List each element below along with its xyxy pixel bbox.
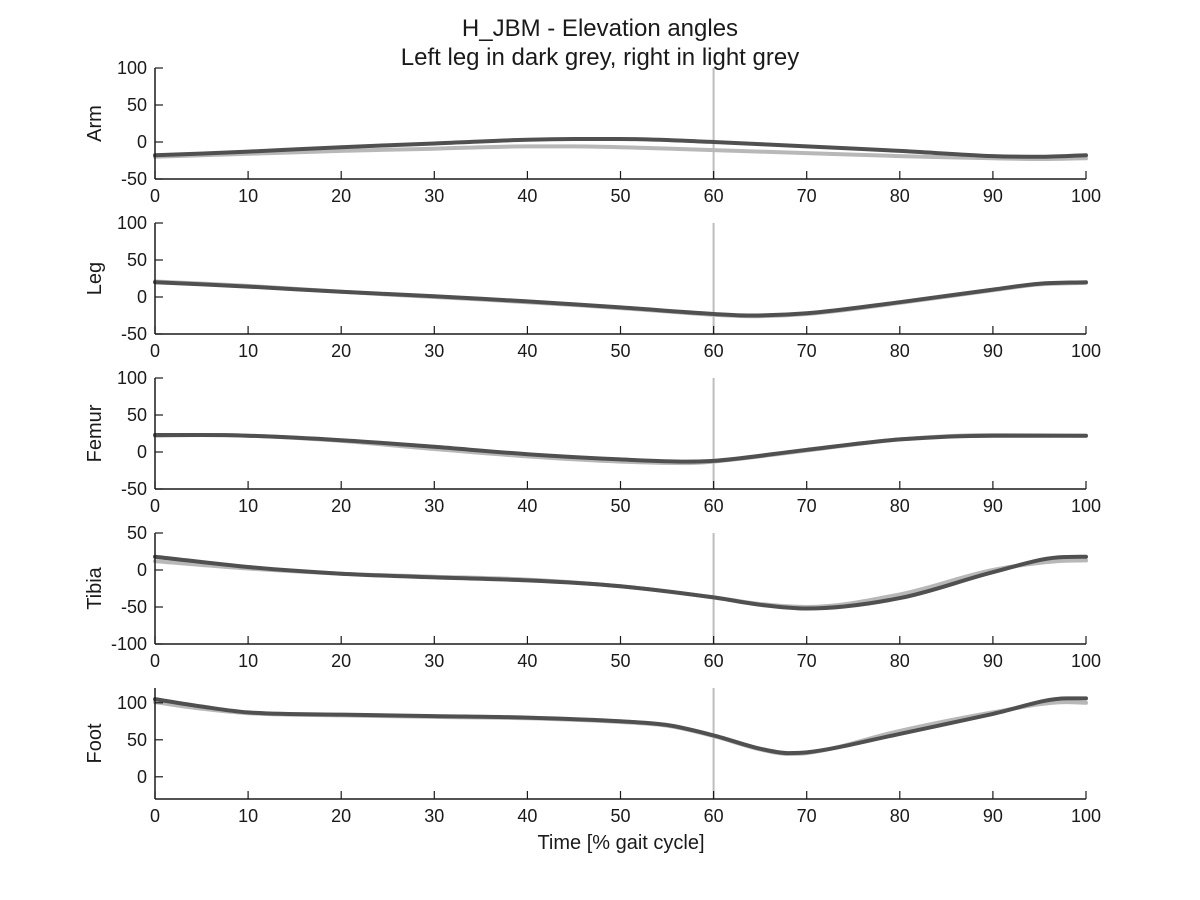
x-tick-label: 30 — [424, 651, 444, 671]
y-tick-label: 100 — [117, 213, 147, 233]
series-left-tibia — [153, 554, 1088, 611]
series-right-foot — [153, 700, 1088, 756]
x-tick-label: 0 — [150, 651, 160, 671]
y-tick-label: 100 — [117, 368, 147, 388]
y-tick-label: -50 — [121, 169, 147, 189]
x-tick-label: 40 — [517, 186, 537, 206]
x-tick-label: 10 — [238, 651, 258, 671]
y-tick-label: 50 — [127, 95, 147, 115]
x-tick-label: 50 — [610, 341, 630, 361]
x-tick-label: 80 — [890, 186, 910, 206]
series-left-femur — [153, 433, 1088, 464]
y-tick-label: 50 — [127, 250, 147, 270]
x-tick-label: 70 — [797, 341, 817, 361]
x-tick-label: 20 — [331, 806, 351, 826]
x-tick-label: 0 — [150, 186, 160, 206]
x-tick-label: 100 — [1071, 341, 1101, 361]
x-tick-label: 100 — [1071, 806, 1101, 826]
y-axis-label-arm: Arm — [84, 105, 106, 142]
x-tick-label: 10 — [238, 806, 258, 826]
y-tick-label: -50 — [121, 479, 147, 499]
x-tick-label: 90 — [983, 806, 1003, 826]
x-tick-label: 60 — [704, 806, 724, 826]
y-tick-label: 0 — [137, 560, 147, 580]
x-tick-label: 40 — [517, 341, 537, 361]
y-axis-label-leg: Leg — [84, 262, 106, 295]
y-axis-label-tibia: Tibia — [84, 566, 106, 609]
y-tick-label: 50 — [127, 730, 147, 750]
x-tick-label: 60 — [704, 341, 724, 361]
x-axis-label: Time [% gait cycle] — [537, 832, 704, 854]
x-tick-label: 80 — [890, 496, 910, 516]
x-tick-label: 70 — [797, 496, 817, 516]
x-tick-label: 10 — [238, 496, 258, 516]
y-tick-label: 0 — [137, 287, 147, 307]
x-tick-label: 40 — [517, 651, 537, 671]
y-tick-label: -50 — [121, 324, 147, 344]
x-tick-label: 90 — [983, 651, 1003, 671]
x-tick-label: 50 — [610, 651, 630, 671]
x-tick-label: 20 — [331, 186, 351, 206]
x-tick-label: 20 — [331, 496, 351, 516]
series-right-arm — [153, 144, 1088, 162]
y-tick-label: 50 — [127, 523, 147, 543]
x-tick-label: 10 — [238, 341, 258, 361]
x-tick-label: 0 — [150, 496, 160, 516]
x-tick-label: 70 — [797, 186, 817, 206]
x-tick-label: 40 — [517, 496, 537, 516]
y-tick-label: -100 — [111, 634, 147, 654]
x-tick-label: 70 — [797, 806, 817, 826]
y-tick-label: 50 — [127, 405, 147, 425]
x-tick-label: 20 — [331, 341, 351, 361]
series-right-leg — [153, 279, 1088, 319]
chart-subtitle: Left leg in dark grey, right in light gr… — [401, 44, 799, 71]
y-tick-label: 0 — [137, 442, 147, 462]
chart-title: H_JBM - Elevation angles — [462, 15, 738, 42]
x-tick-label: 0 — [150, 806, 160, 826]
series-left-leg — [153, 280, 1088, 318]
x-tick-label: 30 — [424, 186, 444, 206]
x-tick-label: 80 — [890, 651, 910, 671]
x-tick-label: 20 — [331, 651, 351, 671]
x-tick-label: 50 — [610, 186, 630, 206]
panel-foot: 0 50 100 0 10 20 30 40 50 60 70 80 90 100 Foot — [84, 688, 1101, 826]
x-tick-label: 80 — [890, 341, 910, 361]
x-tick-label: 80 — [890, 806, 910, 826]
x-tick-label: 90 — [983, 341, 1003, 361]
x-tick-label: 60 — [704, 651, 724, 671]
y-tick-label: -50 — [121, 597, 147, 617]
x-tick-label: 60 — [704, 496, 724, 516]
x-tick-label: 50 — [610, 496, 630, 516]
series-left-arm — [153, 137, 1088, 159]
x-tick-label: 40 — [517, 806, 537, 826]
x-tick-label: 10 — [238, 186, 258, 206]
series-left-foot — [153, 696, 1088, 756]
x-tick-label: 100 — [1071, 496, 1101, 516]
x-tick-label: 30 — [424, 806, 444, 826]
x-tick-label: 30 — [424, 496, 444, 516]
y-axis-label-foot: Foot — [84, 723, 106, 763]
x-tick-label: 50 — [610, 806, 630, 826]
x-tick-label: 0 — [150, 341, 160, 361]
x-tick-label: 90 — [983, 186, 1003, 206]
panel-tibia: -100 -50 0 50 0 10 20 30 40 50 60 70 80 90 100 Tibia — [84, 523, 1101, 671]
y-tick-label: 0 — [137, 767, 147, 787]
series-right-tibia — [153, 558, 1088, 610]
x-tick-label: 70 — [797, 651, 817, 671]
x-tick-label: 90 — [983, 496, 1003, 516]
y-tick-label: 100 — [117, 693, 147, 713]
x-tick-label: 100 — [1071, 186, 1101, 206]
y-axis-label-femur: Femur — [84, 404, 106, 462]
x-tick-label: 60 — [704, 186, 724, 206]
y-tick-label: 0 — [137, 132, 147, 152]
x-tick-label: 100 — [1071, 651, 1101, 671]
y-tick-label: 100 — [117, 58, 147, 78]
x-tick-label: 30 — [424, 341, 444, 361]
